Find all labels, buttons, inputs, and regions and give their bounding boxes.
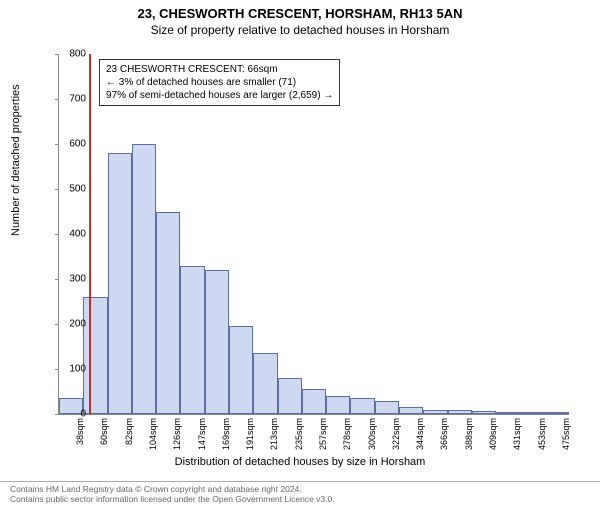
- histogram-bar: [545, 412, 569, 414]
- histogram-bar: [375, 401, 399, 415]
- chart-title-desc: Size of property relative to detached ho…: [0, 23, 600, 37]
- x-tick-label: 388sqm: [464, 418, 474, 458]
- x-tick-label: 344sqm: [415, 418, 425, 458]
- y-tick-label: 100: [56, 364, 86, 375]
- x-tick-label: 82sqm: [124, 418, 134, 458]
- annotation-line1: 23 CHESWORTH CRESCENT: 66sqm: [106, 63, 333, 76]
- x-tick-label: 366sqm: [439, 418, 449, 458]
- histogram-bar: [496, 412, 520, 414]
- x-tick-label: 169sqm: [221, 418, 231, 458]
- histogram-bar: [83, 297, 107, 414]
- histogram-bar: [253, 353, 277, 414]
- x-tick-label: 322sqm: [391, 418, 401, 458]
- histogram-bar: [205, 270, 229, 414]
- histogram-bar: [156, 212, 180, 415]
- x-tick-label: 475sqm: [561, 418, 571, 458]
- x-tick-label: 431sqm: [512, 418, 522, 458]
- y-tick-label: 700: [56, 94, 86, 105]
- footer-line2: Contains public sector information licen…: [10, 494, 594, 504]
- x-tick-label: 409sqm: [488, 418, 498, 458]
- y-tick-label: 0: [56, 409, 86, 420]
- x-tick-label: 147sqm: [197, 418, 207, 458]
- histogram-bar: [423, 410, 447, 415]
- histogram-bar: [180, 266, 204, 415]
- y-tick-label: 200: [56, 319, 86, 330]
- x-axis-label: Distribution of detached houses by size …: [0, 456, 600, 468]
- annotation-line3: 97% of semi-detached houses are larger (…: [106, 89, 333, 102]
- y-tick-label: 500: [56, 184, 86, 195]
- histogram-plot: 38sqm60sqm82sqm104sqm126sqm147sqm169sqm1…: [58, 54, 569, 415]
- chart-title-address: 23, CHESWORTH CRESCENT, HORSHAM, RH13 5A…: [0, 6, 600, 21]
- histogram-bar: [520, 412, 544, 414]
- histogram-bar: [278, 378, 302, 414]
- x-tick-label: 257sqm: [318, 418, 328, 458]
- y-tick-label: 400: [56, 229, 86, 240]
- x-tick-label: 104sqm: [148, 418, 158, 458]
- x-tick-label: 278sqm: [342, 418, 352, 458]
- footer-line1: Contains HM Land Registry data © Crown c…: [10, 484, 594, 494]
- x-tick-label: 191sqm: [245, 418, 255, 458]
- y-tick-label: 300: [56, 274, 86, 285]
- histogram-bar: [448, 410, 472, 414]
- histogram-bar: [326, 396, 350, 414]
- y-tick-label: 800: [56, 49, 86, 60]
- annotation-box: 23 CHESWORTH CRESCENT: 66sqm← 3% of deta…: [99, 59, 340, 106]
- x-tick-label: 453sqm: [537, 418, 547, 458]
- subject-marker-line: [89, 54, 91, 414]
- x-tick-label: 213sqm: [269, 418, 279, 458]
- x-tick-label: 60sqm: [99, 418, 109, 458]
- y-tick-label: 600: [56, 139, 86, 150]
- histogram-bar: [472, 411, 496, 414]
- x-tick-label: 235sqm: [294, 418, 304, 458]
- x-tick-label: 126sqm: [172, 418, 182, 458]
- histogram-bar: [350, 398, 374, 414]
- x-tick-label: 38sqm: [75, 418, 85, 458]
- annotation-line2: ← 3% of detached houses are smaller (71): [106, 76, 333, 89]
- histogram-bar: [108, 153, 132, 414]
- y-axis-label: Number of detached properties: [10, 84, 22, 236]
- x-tick-label: 300sqm: [367, 418, 377, 458]
- attribution-footer: Contains HM Land Registry data © Crown c…: [0, 481, 600, 506]
- histogram-bar: [132, 144, 156, 414]
- histogram-bar: [399, 407, 423, 414]
- histogram-bar: [229, 326, 253, 414]
- histogram-bar: [302, 389, 326, 414]
